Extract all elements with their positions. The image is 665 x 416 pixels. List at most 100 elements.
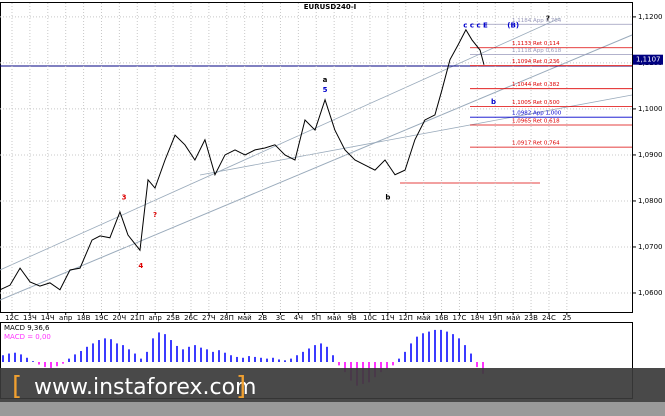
x-tick-label: апр xyxy=(149,314,163,322)
macd-bar xyxy=(428,331,430,362)
level-label: 1,1044 Ret 0,382 xyxy=(512,82,560,88)
chart-title: EURUSD240-I xyxy=(304,3,357,11)
macd-bar xyxy=(224,352,226,362)
macd-bar xyxy=(416,336,418,362)
macd-bar xyxy=(206,349,208,362)
macd-bar xyxy=(254,356,256,362)
macd-bar xyxy=(128,349,130,362)
macd-bar xyxy=(134,353,136,362)
macd-bar xyxy=(266,358,268,362)
macd-bar xyxy=(242,357,244,362)
x-tick-label: 16В xyxy=(435,314,449,322)
x-tick-label: 19С xyxy=(95,314,109,322)
macd-bar xyxy=(176,345,178,362)
macd-bar xyxy=(140,358,142,362)
macd-bar xyxy=(404,351,406,362)
macd-bar xyxy=(38,362,40,365)
x-tick-label: 14Ч xyxy=(41,314,55,322)
price-flag xyxy=(633,54,663,65)
macd-bar xyxy=(380,362,382,373)
x-tick-label: 23В xyxy=(524,314,538,322)
macd-bar xyxy=(146,351,148,362)
wave-label: a xyxy=(323,76,328,84)
x-tick-label: 11Ч xyxy=(381,314,395,322)
macd-bar xyxy=(92,343,94,362)
price-line xyxy=(0,28,485,291)
macd-bar xyxy=(332,355,334,362)
x-tick-label: май xyxy=(506,314,520,322)
macd-bar xyxy=(50,362,52,368)
macd-bar xyxy=(278,359,280,362)
wave-label: (B) xyxy=(507,22,519,30)
x-tick-label: 12П xyxy=(399,314,413,322)
macd-bar xyxy=(104,338,106,362)
plot: 1,06001,07001,08001,09001,10001,11001,12… xyxy=(0,3,663,386)
x-tick-label: 3С xyxy=(276,314,285,322)
x-tick-label: 5П xyxy=(311,314,321,322)
macd-bar xyxy=(86,346,88,362)
level-label: 1,0982 App 1,000 xyxy=(512,111,562,117)
macd-bar xyxy=(452,334,454,362)
banner-base xyxy=(0,402,665,416)
y-tick-label: 1,1000 xyxy=(638,105,663,113)
macd-bar xyxy=(230,355,232,362)
macd-bar xyxy=(164,334,166,362)
x-tick-label: 21П xyxy=(130,314,144,322)
macd-bar xyxy=(308,348,310,362)
x-tick-label: 17С xyxy=(453,314,467,322)
macd-bar xyxy=(482,362,484,374)
price-flag-label: 1,1107 xyxy=(636,56,661,64)
x-tick-label: 25В xyxy=(166,314,180,322)
macd-bar xyxy=(260,357,262,362)
macd-bar xyxy=(152,338,154,362)
macd-bar xyxy=(14,352,16,362)
x-tick-label: май xyxy=(327,314,341,322)
macd-bar xyxy=(320,343,322,362)
macd-bar xyxy=(26,357,28,362)
macd-bar xyxy=(302,351,304,362)
x-tick-label: 28П xyxy=(220,314,234,322)
macd-bar xyxy=(272,357,274,362)
x-tick-label: 2В xyxy=(258,314,267,322)
x-tick-label: 26С xyxy=(184,314,198,322)
macd-bar xyxy=(62,362,64,364)
macd-bar xyxy=(398,358,400,362)
wave-label: 3 xyxy=(122,194,127,202)
wave-label: 4 xyxy=(138,262,143,270)
x-tick-label: май xyxy=(238,314,252,322)
macd-bar xyxy=(440,329,442,362)
x-tick-label: 13Ч xyxy=(23,314,37,322)
macd-bar xyxy=(434,329,436,362)
macd-bar xyxy=(80,351,82,362)
macd-bar xyxy=(422,333,424,362)
macd-bar xyxy=(464,345,466,362)
level-label: 1,1094 Ret 0,236 xyxy=(512,59,560,65)
x-tick-label: 27Ч xyxy=(202,314,216,322)
x-tick-label: 25 xyxy=(562,314,571,322)
wave-label: ? xyxy=(546,14,550,22)
macd-bar xyxy=(290,358,292,362)
macd-bar xyxy=(458,338,460,362)
macd-bar xyxy=(314,345,316,362)
trend-line xyxy=(199,94,633,176)
x-tick-label: май xyxy=(417,314,431,322)
x-tick-label: 18В xyxy=(77,314,91,322)
macd-bar xyxy=(170,340,172,362)
macd-bar xyxy=(68,358,70,362)
macd-bar xyxy=(386,362,388,369)
wave-label: 5 xyxy=(323,86,328,94)
macd-bar xyxy=(182,349,184,362)
macd-bar xyxy=(32,361,34,362)
macd-bar xyxy=(470,353,472,362)
macd-bar xyxy=(236,356,238,362)
macd-bar xyxy=(446,331,448,362)
macd-bar xyxy=(296,355,298,362)
macd-title: MACD 9,36,6 xyxy=(4,324,50,332)
level-label: 1,1133 Ret 0,114 xyxy=(512,41,560,47)
level-label: 1,0965 Ret 0,618 xyxy=(512,119,560,125)
level-label: 1,1184 App 0,764 xyxy=(512,18,562,24)
wave-label: ? xyxy=(153,211,157,219)
macd-bar xyxy=(20,354,22,362)
